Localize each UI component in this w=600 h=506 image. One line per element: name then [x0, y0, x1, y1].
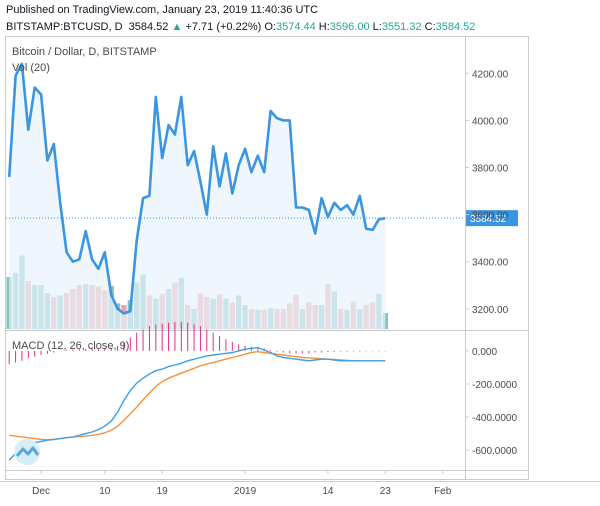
price-series: 3584.52: [6, 62, 518, 331]
published-line: Published on TradingView.com, January 23…: [6, 4, 318, 16]
volume-bar: [6, 277, 12, 329]
published-text: Published on TradingView.com, January 23…: [6, 4, 319, 16]
volume-bar: [382, 313, 388, 329]
time-tick-label: 10: [99, 486, 111, 497]
time-tick-label: 23: [380, 486, 392, 497]
price-tick-label: 4000.00: [472, 116, 509, 127]
price-tick-label: 3600.00: [472, 211, 509, 222]
price-tick-label: 3800.00: [472, 164, 509, 175]
time-tick-label: Dec: [32, 486, 50, 497]
open-value: 3574.44: [275, 21, 316, 33]
close-label: C:: [424, 21, 436, 33]
low-label: L:: [372, 21, 382, 33]
macd-tick-label: -400.0000: [472, 413, 517, 424]
macd-tick-label: -600.0000: [472, 446, 517, 457]
price-tick-label: 3200.00: [472, 305, 509, 316]
open-label: O:: [264, 21, 276, 33]
time-tick-label: 2019: [234, 486, 257, 497]
macd-tick-label: 0.000: [472, 347, 497, 358]
change-arrow-icon: ▲: [171, 21, 183, 33]
time-tick-label: 19: [157, 486, 169, 497]
macd-tick-label: -200.0000: [472, 380, 517, 391]
price-tick-label: 3400.00: [472, 258, 509, 269]
signal-line: [9, 350, 386, 441]
low-value: 3551.32: [381, 21, 422, 33]
tradingview-logo-icon[interactable]: [14, 439, 40, 465]
high-value: 3596.00: [329, 21, 370, 33]
macd-line: [8, 346, 386, 461]
legend-title: Bitcoin / Dollar, D, BITSTAMP: [12, 46, 157, 58]
last-price-label: 3584.52: [470, 214, 507, 225]
legend-volume: Vol (20): [12, 62, 50, 74]
change-text: +7.71 (+0.22%): [185, 21, 262, 33]
axes: 4200.00 4000.00 3800.00 3600.00 3400.00 3200.…: [32, 69, 517, 497]
time-tick-label: Feb: [434, 486, 452, 497]
close-value: 3584.52: [435, 21, 476, 33]
high-label: H:: [318, 21, 330, 33]
price-line: [7, 62, 386, 315]
ohlc-line: BITSTAMP:BTCUSD, D 3584.52 ▲ +7.71 (+0.2…: [6, 21, 475, 33]
chart-frame: [5, 36, 529, 480]
time-tick-label: 14: [322, 486, 334, 497]
last-price: 3584.52: [128, 21, 169, 33]
price-area: [9, 63, 386, 331]
macd-pane: [8, 321, 386, 461]
legend-macd: MACD (12, 26, close, 9): [12, 340, 129, 352]
last-price-badge: [466, 210, 518, 227]
symbol-text: BITSTAMP:BTCUSD, D: [6, 21, 123, 33]
price-tick-label: 4200.00: [472, 69, 509, 80]
